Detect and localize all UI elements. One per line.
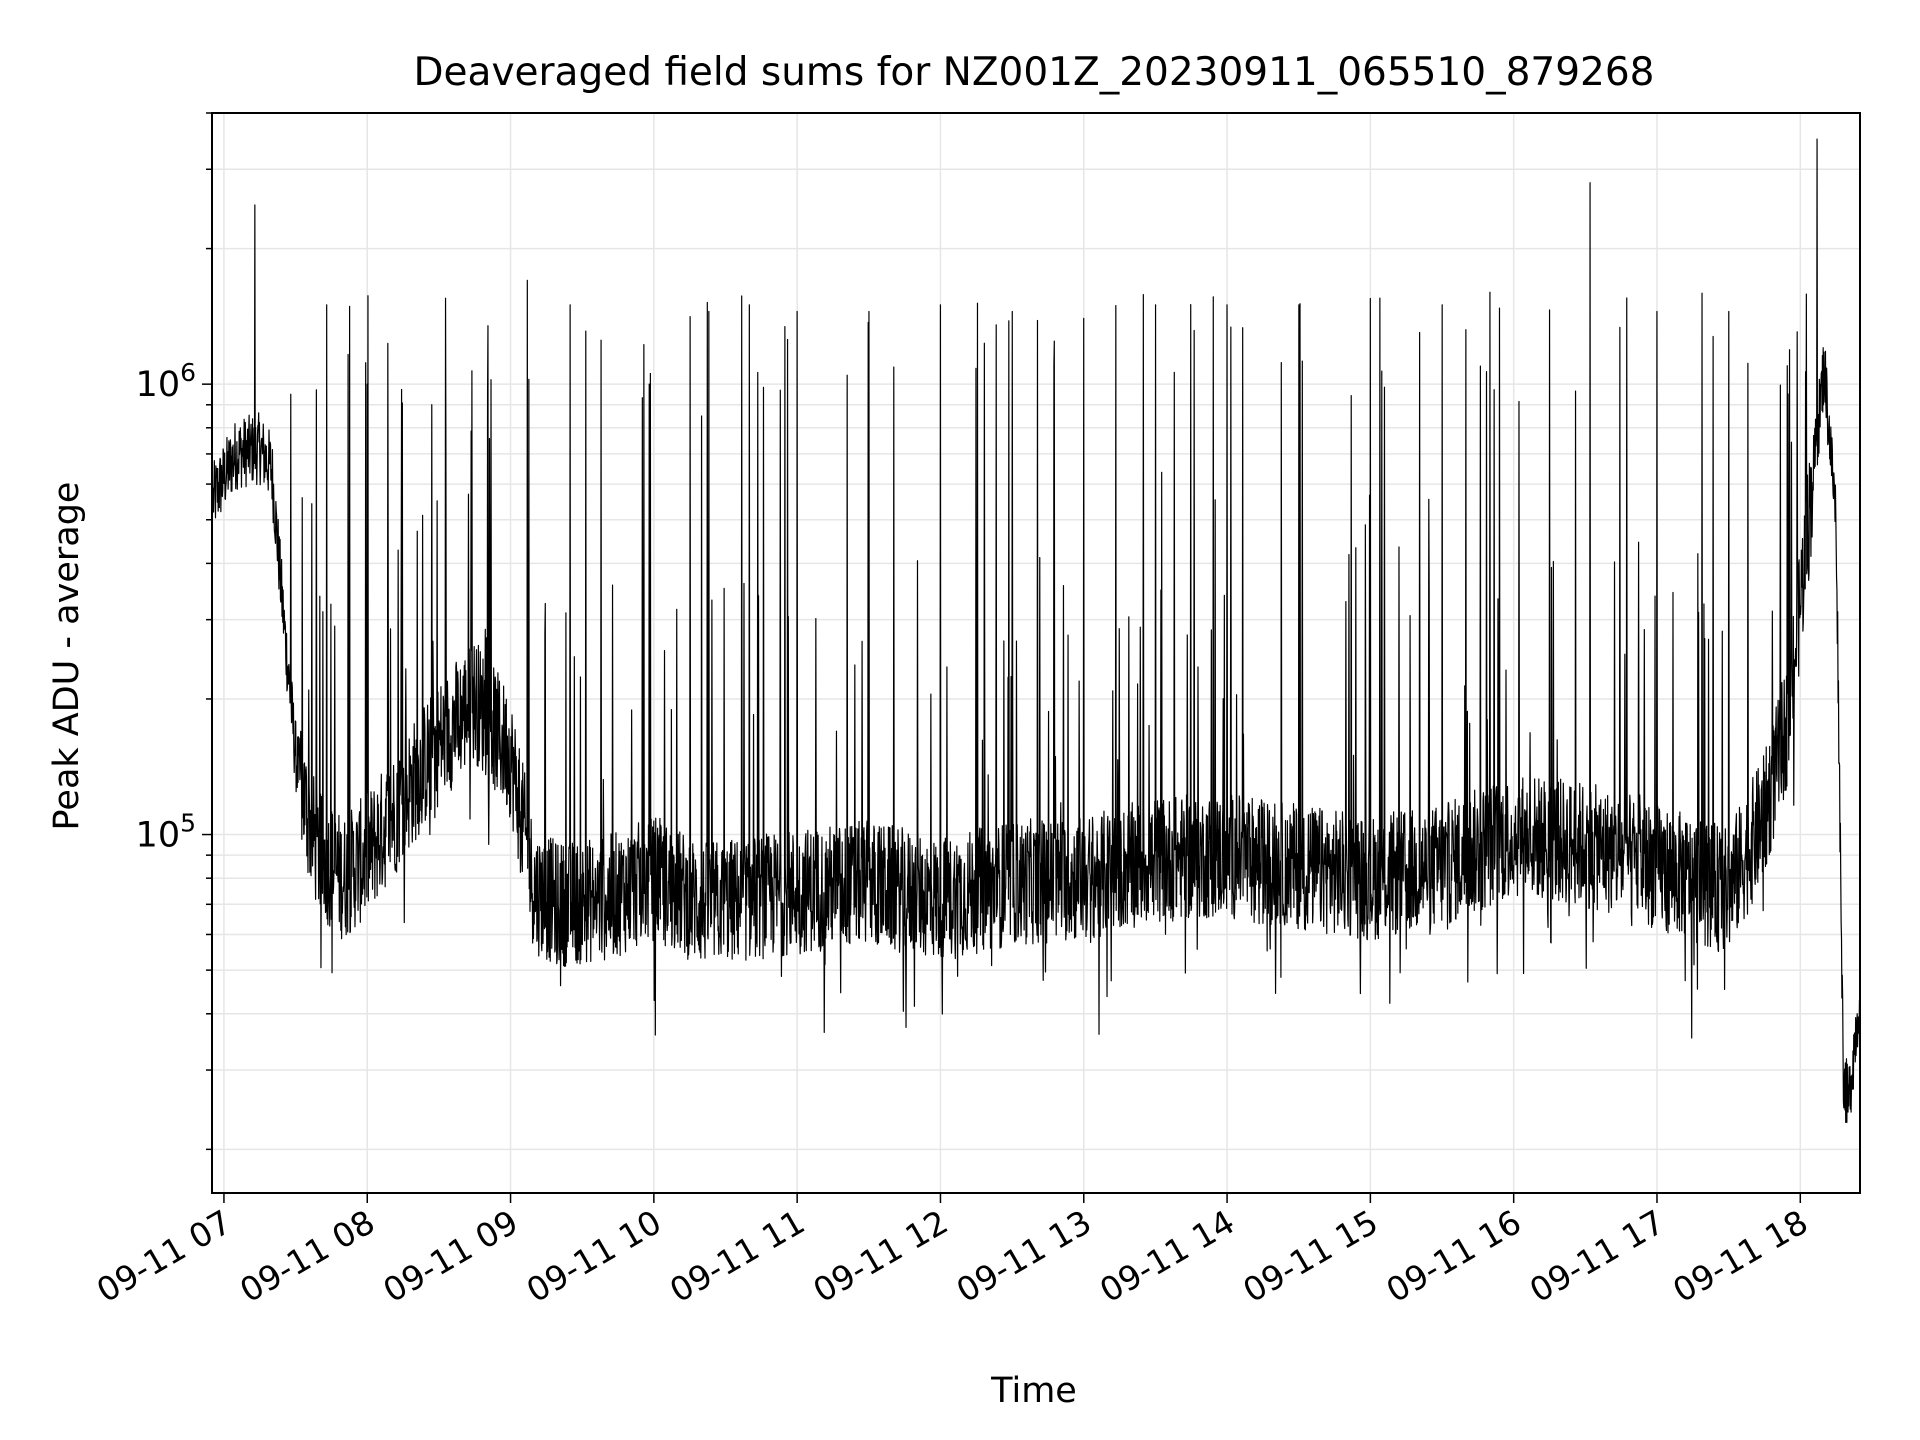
data-series-line (212, 138, 1861, 1124)
grid-layer (212, 112, 1860, 1193)
y-tick-label: 106 (136, 358, 196, 405)
chart-title: Deaveraged field sums for NZ001Z_2023091… (414, 50, 1655, 95)
y-axis-label: Peak ADU - average (47, 482, 87, 831)
x-axis-label: Time (990, 1371, 1077, 1411)
plot-frame (211, 112, 1861, 1194)
data-layer (212, 138, 1861, 1124)
y-tick-label: 105 (136, 809, 196, 856)
